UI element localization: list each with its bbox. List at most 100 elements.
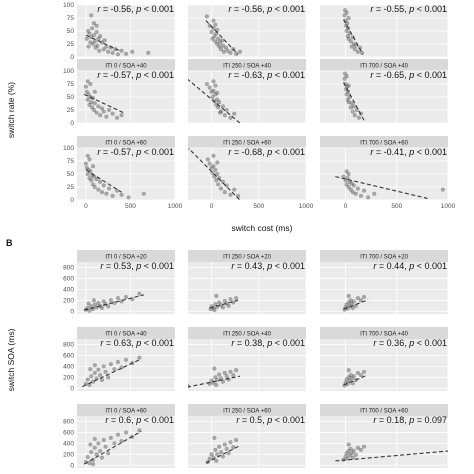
data-point bbox=[228, 297, 233, 302]
data-point bbox=[211, 153, 216, 158]
data-point bbox=[210, 94, 215, 100]
data-point bbox=[95, 43, 100, 48]
facet-strip-label: ITI 0 / SOA +40 bbox=[105, 332, 147, 338]
regression-line bbox=[209, 299, 239, 309]
data-point bbox=[228, 440, 233, 445]
y-tick-label: 400 bbox=[63, 364, 74, 371]
data-point bbox=[106, 304, 111, 309]
x-tick-label: 500 bbox=[391, 203, 402, 210]
facet-strip-label: ITI 250 / SOA +40 bbox=[223, 64, 272, 70]
data-point bbox=[222, 442, 227, 447]
data-point bbox=[146, 50, 151, 55]
data-point bbox=[344, 377, 349, 382]
data-point bbox=[214, 293, 219, 298]
facet-strip bbox=[77, 136, 175, 148]
data-point bbox=[99, 106, 104, 111]
data-point bbox=[358, 373, 364, 378]
data-point bbox=[85, 153, 90, 158]
data-point bbox=[92, 370, 97, 375]
plot-background bbox=[77, 262, 175, 314]
data-point bbox=[90, 41, 96, 47]
data-point bbox=[344, 92, 349, 97]
facet-strip bbox=[320, 136, 448, 148]
data-point bbox=[92, 89, 97, 94]
facet-r3-c2: ITI 250 / SOA +60r = -0.68, p < 0.001 0 50… bbox=[188, 136, 314, 210]
facet-r3-c1: ITI 0 / SOA +60 0 25 50 75 100 r = -0.57, p < … bbox=[63, 136, 183, 210]
data-point bbox=[213, 447, 218, 452]
plot-marks bbox=[83, 153, 146, 200]
data-point bbox=[94, 29, 99, 35]
data-point bbox=[349, 451, 354, 456]
plot-marks bbox=[83, 428, 142, 467]
data-point bbox=[126, 195, 131, 200]
data-point bbox=[123, 357, 129, 362]
correlation-label: r = 0.43, p < 0.001 bbox=[231, 261, 305, 271]
data-point bbox=[108, 362, 113, 367]
data-point bbox=[344, 169, 349, 174]
data-point bbox=[346, 36, 351, 41]
data-point bbox=[345, 34, 350, 39]
facet-r1-c1: 0 25 50 75 100 r = -0.56, p < 0.001 bbox=[63, 2, 176, 61]
data-point bbox=[213, 302, 218, 307]
y-tick-label: 25 bbox=[67, 41, 75, 48]
y-tick-label: 600 bbox=[63, 353, 74, 360]
data-point bbox=[99, 40, 104, 45]
y-tick-label: 50 bbox=[67, 28, 75, 35]
y-tick-label: 75 bbox=[67, 158, 75, 165]
data-point bbox=[123, 430, 129, 435]
data-point bbox=[344, 182, 349, 187]
data-point bbox=[94, 23, 99, 28]
data-point bbox=[211, 18, 216, 23]
data-point bbox=[218, 186, 224, 191]
data-point bbox=[216, 182, 221, 187]
data-point bbox=[96, 441, 101, 446]
y-axis-title-b: switch SOA (ms) bbox=[6, 328, 16, 391]
y-tick-label: 0 bbox=[70, 385, 74, 392]
regression-line bbox=[343, 375, 367, 386]
facet-strip bbox=[320, 404, 448, 416]
data-point bbox=[112, 441, 117, 446]
plot-marks bbox=[342, 293, 369, 312]
data-point bbox=[86, 44, 91, 49]
facet-strip-label: ITI 0 / SOA +20 bbox=[105, 255, 147, 261]
data-point bbox=[110, 50, 115, 55]
data-point bbox=[88, 81, 93, 87]
data-point bbox=[214, 458, 219, 463]
x-tick-label: 0 bbox=[210, 203, 214, 210]
data-point bbox=[228, 192, 233, 197]
data-point bbox=[123, 51, 129, 56]
data-point bbox=[89, 13, 94, 18]
data-point bbox=[85, 305, 90, 311]
y-tick-label: 25 bbox=[67, 184, 75, 191]
y-tick-label: 400 bbox=[63, 287, 74, 294]
data-point bbox=[234, 438, 239, 443]
data-point bbox=[137, 291, 142, 296]
data-point bbox=[98, 34, 103, 39]
correlation-label: r = 0.63, p < 0.001 bbox=[100, 338, 174, 348]
data-point bbox=[355, 370, 360, 375]
regression-line bbox=[83, 294, 144, 311]
x-tick-label: 1000 bbox=[441, 203, 456, 210]
data-point bbox=[141, 191, 146, 196]
data-point bbox=[86, 28, 91, 34]
regression-line bbox=[343, 19, 364, 55]
plot-marks bbox=[82, 355, 142, 388]
facet-strip-label: ITI 700 / SOA +20 bbox=[360, 255, 409, 261]
data-point bbox=[222, 298, 227, 303]
regression-line bbox=[188, 78, 241, 123]
facet-strip bbox=[188, 59, 306, 71]
y-tick-label: 800 bbox=[63, 419, 74, 426]
data-point bbox=[222, 113, 227, 118]
data-point bbox=[96, 367, 101, 372]
data-point bbox=[346, 375, 351, 380]
data-point bbox=[99, 455, 104, 460]
correlation-label: r = 0.38, p < 0.001 bbox=[231, 338, 305, 348]
data-point bbox=[92, 101, 97, 106]
y-tick-label: 50 bbox=[67, 171, 75, 178]
data-point bbox=[106, 451, 111, 456]
data-point bbox=[355, 186, 360, 191]
data-point bbox=[92, 436, 97, 442]
data-point bbox=[89, 450, 94, 455]
data-point bbox=[96, 104, 101, 109]
y-tick-label: 600 bbox=[63, 430, 74, 437]
